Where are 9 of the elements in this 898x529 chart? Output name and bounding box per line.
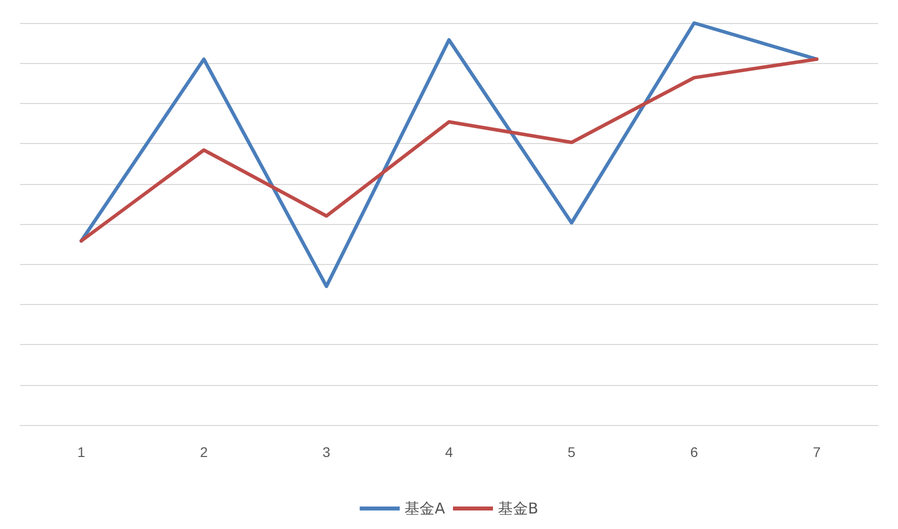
x-tick-label: 4 xyxy=(445,444,454,460)
x-tick-label: 6 xyxy=(690,444,698,460)
legend-label: 基金A xyxy=(404,500,446,518)
x-tick-label: 3 xyxy=(322,444,331,460)
x-tick-label: 5 xyxy=(568,444,576,460)
x-tick-label: 7 xyxy=(812,444,821,460)
legend-label: 基金B xyxy=(498,500,538,518)
x-tick-label: 1 xyxy=(77,444,86,460)
x-tick-label: 2 xyxy=(200,444,208,460)
